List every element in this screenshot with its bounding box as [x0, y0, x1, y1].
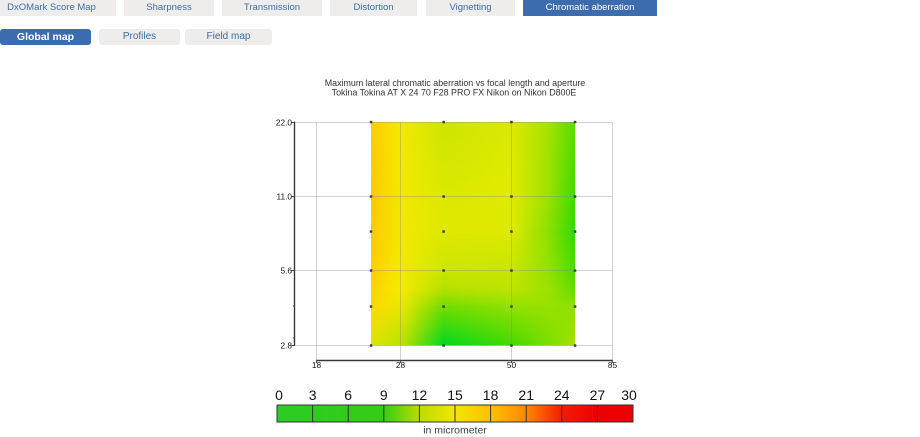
svg-text:85: 85	[608, 360, 618, 370]
svg-text:22.0: 22.0	[276, 117, 293, 127]
svg-text:21: 21	[518, 387, 534, 403]
svg-text:24: 24	[554, 387, 570, 403]
svg-text:30: 30	[621, 387, 637, 403]
svg-text:12: 12	[412, 387, 428, 403]
svg-text:11.0: 11.0	[276, 191, 292, 201]
svg-text:18: 18	[312, 360, 322, 370]
svg-text:Maximum lateral chromatic aber: Maximum lateral chromatic aberration vs …	[325, 78, 586, 88]
svg-text:50: 50	[507, 360, 517, 370]
svg-text:18: 18	[483, 387, 499, 403]
svg-text:28: 28	[396, 360, 406, 370]
svg-text:15: 15	[447, 387, 463, 403]
svg-text:5.6: 5.6	[280, 265, 292, 275]
svg-text:3: 3	[309, 387, 317, 403]
svg-text:9: 9	[380, 387, 388, 403]
svg-text:in micrometer: in micrometer	[423, 425, 487, 437]
svg-text:0: 0	[275, 387, 283, 403]
svg-text:Tokina Tokina AT X 24 70 F28 P: Tokina Tokina AT X 24 70 F28 PRO FX Niko…	[332, 88, 577, 98]
svg-text:6: 6	[344, 387, 352, 403]
svg-text:27: 27	[590, 387, 606, 403]
svg-text:2.8: 2.8	[280, 340, 292, 350]
